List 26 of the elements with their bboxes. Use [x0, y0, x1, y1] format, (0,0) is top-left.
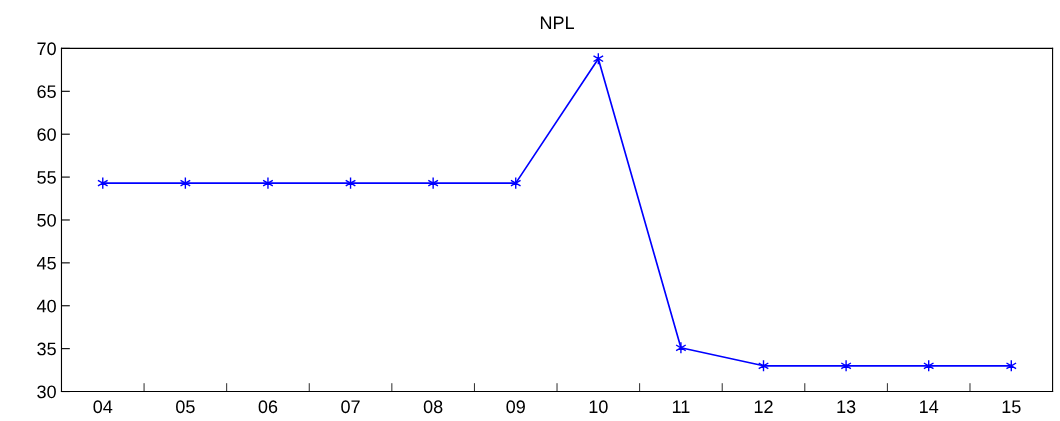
x-tick-label: 06 — [258, 400, 278, 414]
x-tick-label: 08 — [423, 400, 443, 414]
x-tick-label: 10 — [589, 400, 608, 414]
point — [675, 341, 687, 355]
x-tick-label: 04 — [93, 400, 113, 414]
y-tick-label: 40 — [36, 299, 56, 313]
y-tick-label: 60 — [37, 128, 56, 141]
x-tick-label: 11 — [672, 400, 690, 413]
y-tick-label: 55 — [37, 171, 56, 184]
x-tick-label: 13 — [837, 400, 856, 414]
x-tick-label: 09 — [506, 400, 525, 414]
y-tick-label: 50 — [37, 213, 56, 227]
x-tick-label: 05 — [176, 400, 195, 414]
point — [840, 359, 852, 373]
y-tick-label: 65 — [37, 85, 56, 99]
x-tick-label: 12 — [754, 400, 773, 413]
x-tick-label: 14 — [920, 400, 939, 413]
point — [262, 176, 274, 190]
x-tick-label: 07 — [341, 400, 360, 414]
chart-title: NPL — [540, 16, 574, 29]
y-tick-label: 45 — [36, 256, 56, 270]
x-tick-label: 15 — [1002, 400, 1021, 414]
y-tick-label: 35 — [37, 342, 56, 356]
y-tick-label: 30 — [37, 385, 56, 399]
y-tick-label: 70 — [37, 42, 56, 56]
point — [427, 176, 439, 190]
